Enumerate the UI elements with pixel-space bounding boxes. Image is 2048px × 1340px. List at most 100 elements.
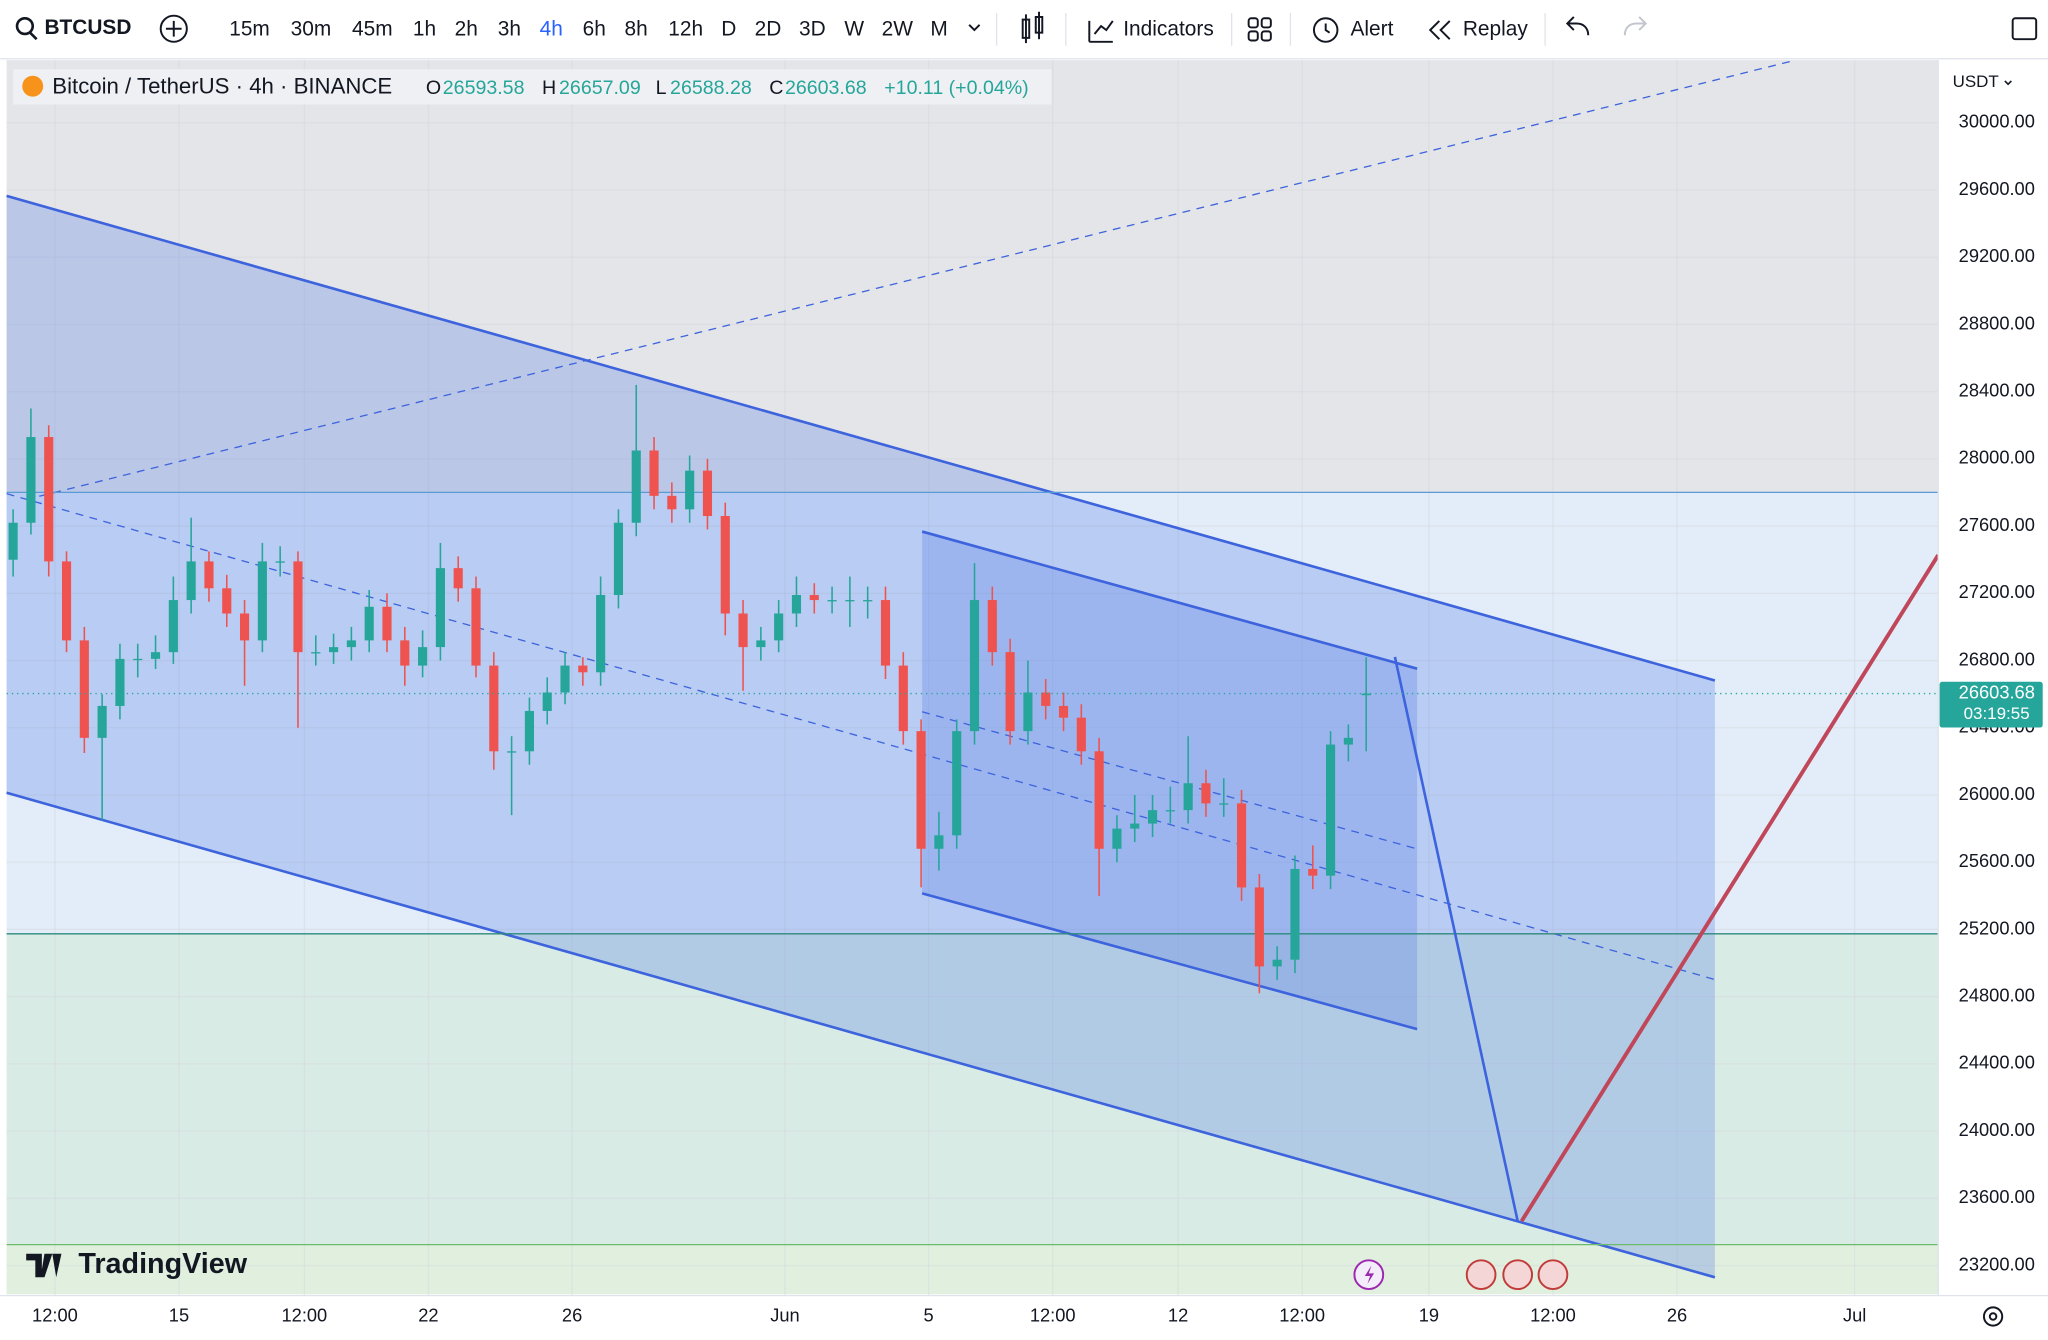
alert-icon[interactable] bbox=[1312, 17, 1339, 43]
interval-button[interactable]: 1h bbox=[413, 18, 436, 41]
legend-bg bbox=[13, 69, 1052, 105]
candle-body bbox=[1023, 692, 1033, 732]
interval-button[interactable]: M bbox=[930, 18, 947, 41]
undo[interactable] bbox=[1565, 16, 1590, 36]
interval-button[interactable]: 8h bbox=[624, 18, 647, 41]
zone-green bbox=[6, 933, 1939, 1245]
event-flag[interactable] bbox=[1502, 1259, 1534, 1291]
interval-button[interactable]: 2h bbox=[455, 18, 478, 41]
channel-mid bbox=[6, 493, 1716, 981]
replay-button[interactable]: Replay bbox=[1463, 18, 1529, 41]
candle-body bbox=[542, 692, 552, 711]
price-tick-label: 28400.00 bbox=[1959, 379, 2035, 400]
time-ticks: 12:00 15 12:00 22 26 Jun 5 12:00 12 12:00 19 12:00 2… bbox=[32, 1304, 1866, 1325]
candle-body bbox=[79, 640, 89, 738]
candle-body bbox=[1183, 783, 1193, 811]
interval-button[interactable]: W bbox=[844, 18, 864, 41]
interval-button[interactable]: 4h bbox=[540, 18, 563, 41]
candle-body bbox=[418, 647, 428, 666]
indicators-button[interactable]: Indicators bbox=[1123, 18, 1214, 41]
price-tick-label: 25200.00 bbox=[1959, 917, 2035, 938]
candle-body bbox=[774, 613, 784, 641]
interval-menu[interactable] bbox=[968, 24, 981, 32]
candle-body bbox=[1130, 823, 1140, 829]
candle-body bbox=[44, 437, 54, 562]
intervals: 15m 30m 45m 1h 2h 3h 4h 6h 8h 12h D 2D 3D W 2W M bbox=[229, 18, 948, 41]
candle-body bbox=[987, 600, 997, 653]
time-tick-label: 12:00 bbox=[1530, 1304, 1576, 1325]
replay-icon[interactable] bbox=[1428, 20, 1451, 40]
legend-l-label: L bbox=[656, 77, 667, 99]
candle-body bbox=[756, 640, 766, 648]
indicators-icon[interactable] bbox=[1088, 20, 1114, 43]
fullscreen[interactable] bbox=[2011, 17, 2038, 41]
time-tick-label: 22 bbox=[418, 1304, 438, 1325]
time-tick-label: 26 bbox=[1667, 1304, 1687, 1325]
coin-icon bbox=[22, 75, 44, 97]
price-tick-label: 26800.00 bbox=[1959, 648, 2035, 669]
candle-body bbox=[115, 658, 125, 706]
candle-body bbox=[702, 470, 713, 517]
candle-body bbox=[435, 568, 445, 648]
time-tick-label: 12:00 bbox=[1030, 1304, 1076, 1325]
search-icon[interactable] bbox=[29, 31, 38, 41]
interval-button[interactable]: 12h bbox=[668, 18, 703, 41]
event-flag[interactable] bbox=[1465, 1259, 1497, 1291]
separators bbox=[995, 13, 1546, 46]
channel-line bbox=[6, 791, 1716, 1279]
currency[interactable]: USDT bbox=[1953, 72, 1999, 91]
candle-body bbox=[1236, 803, 1247, 888]
candle-body bbox=[293, 561, 303, 653]
legend-open: 26593.58 bbox=[443, 77, 525, 99]
interval-button[interactable]: 3h bbox=[498, 18, 521, 41]
candle-body bbox=[631, 450, 641, 523]
layout-cell[interactable] bbox=[1247, 30, 1259, 42]
countdown: 03:19:55 bbox=[1964, 704, 2030, 723]
time-tick-label: 26 bbox=[562, 1304, 582, 1325]
layout-cell[interactable] bbox=[1260, 30, 1272, 42]
alert-icon[interactable] bbox=[1324, 23, 1331, 34]
alert-button[interactable]: Alert bbox=[1351, 18, 1394, 41]
chart-type-icon[interactable] bbox=[1021, 11, 1044, 44]
layout-cell[interactable] bbox=[1260, 17, 1272, 29]
time-tick-label: 5 bbox=[924, 1304, 934, 1325]
layout-icon[interactable] bbox=[1247, 17, 1272, 42]
interval-button[interactable]: 6h bbox=[583, 18, 606, 41]
legend-title: Bitcoin / TetherUS · 4h · BINANCE bbox=[52, 73, 392, 98]
event-flag[interactable] bbox=[1537, 1259, 1569, 1291]
brand: TradingView bbox=[78, 1248, 247, 1280]
interval-button[interactable]: D bbox=[721, 18, 736, 41]
legend-h-label: H bbox=[542, 77, 556, 99]
interval-button[interactable]: 30m bbox=[291, 18, 332, 41]
settings[interactable] bbox=[1982, 1306, 2004, 1327]
candle-body bbox=[880, 600, 891, 666]
event-icon[interactable] bbox=[1364, 1265, 1375, 1284]
candle-body bbox=[1361, 693, 1371, 696]
candle-body bbox=[578, 665, 588, 673]
add-symbol[interactable] bbox=[159, 14, 188, 43]
interval-button[interactable]: 2D bbox=[755, 18, 782, 41]
redo[interactable] bbox=[1623, 16, 1648, 36]
settings[interactable] bbox=[1988, 1312, 1998, 1321]
search-icon[interactable] bbox=[15, 16, 35, 36]
symbol[interactable]: BTCUSD bbox=[44, 16, 131, 39]
interval-button[interactable]: 2W bbox=[882, 18, 914, 41]
candle-body bbox=[329, 647, 339, 653]
candle-body bbox=[738, 613, 748, 648]
interval-button[interactable]: 3D bbox=[799, 18, 826, 41]
candle-body bbox=[1094, 751, 1104, 849]
legend-high: 26657.09 bbox=[559, 77, 641, 99]
candle-body bbox=[239, 613, 250, 641]
price-tick-label: 30000.00 bbox=[1959, 111, 2035, 132]
interval-button[interactable]: 45m bbox=[352, 18, 393, 41]
currency-menu[interactable] bbox=[2004, 80, 2012, 86]
candle-body bbox=[204, 561, 214, 589]
candle-body bbox=[1272, 959, 1282, 967]
interval-button[interactable]: 15m bbox=[229, 18, 270, 41]
add-symbol[interactable] bbox=[165, 20, 182, 37]
candle-body bbox=[1254, 887, 1264, 967]
layout-cell[interactable] bbox=[1247, 17, 1259, 29]
candle-body bbox=[1290, 868, 1300, 960]
projection-down bbox=[1393, 656, 1519, 1222]
candle-body bbox=[26, 437, 36, 523]
